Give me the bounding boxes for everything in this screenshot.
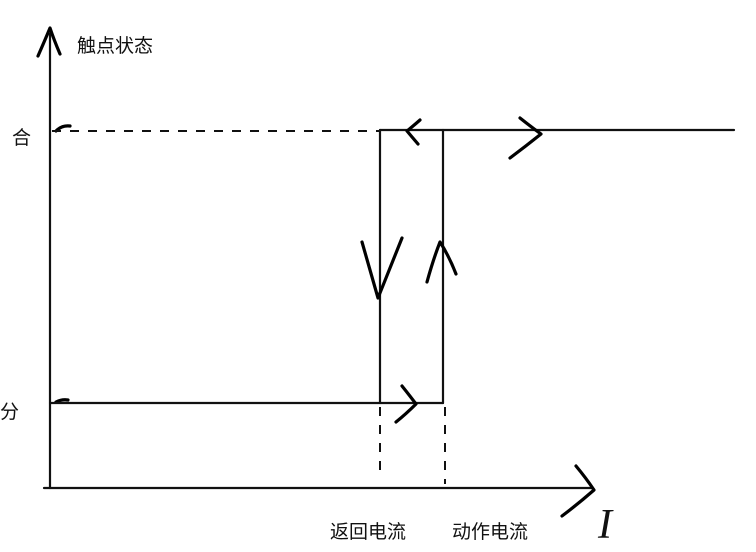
right-arrow-open-icon: [394, 384, 418, 424]
pickup-current-label: 动作电流: [452, 521, 528, 543]
y-axis-label: 触点状态: [77, 35, 153, 57]
open-tick-mark: [54, 398, 70, 404]
x-axis-label: I: [597, 502, 614, 548]
state-closed-label: 合: [12, 127, 31, 149]
x-axis-arrowhead: [560, 464, 596, 518]
state-open-label: 分: [0, 401, 19, 423]
left-arrow-closed-icon: [405, 118, 422, 146]
right-arrow-closed-icon: [508, 116, 543, 160]
y-axis-arrowhead: [36, 26, 62, 58]
return-current-label: 返回电流: [330, 521, 406, 543]
down-arrow-return-icon: [360, 236, 404, 300]
up-arrow-pickup-icon: [425, 240, 458, 284]
